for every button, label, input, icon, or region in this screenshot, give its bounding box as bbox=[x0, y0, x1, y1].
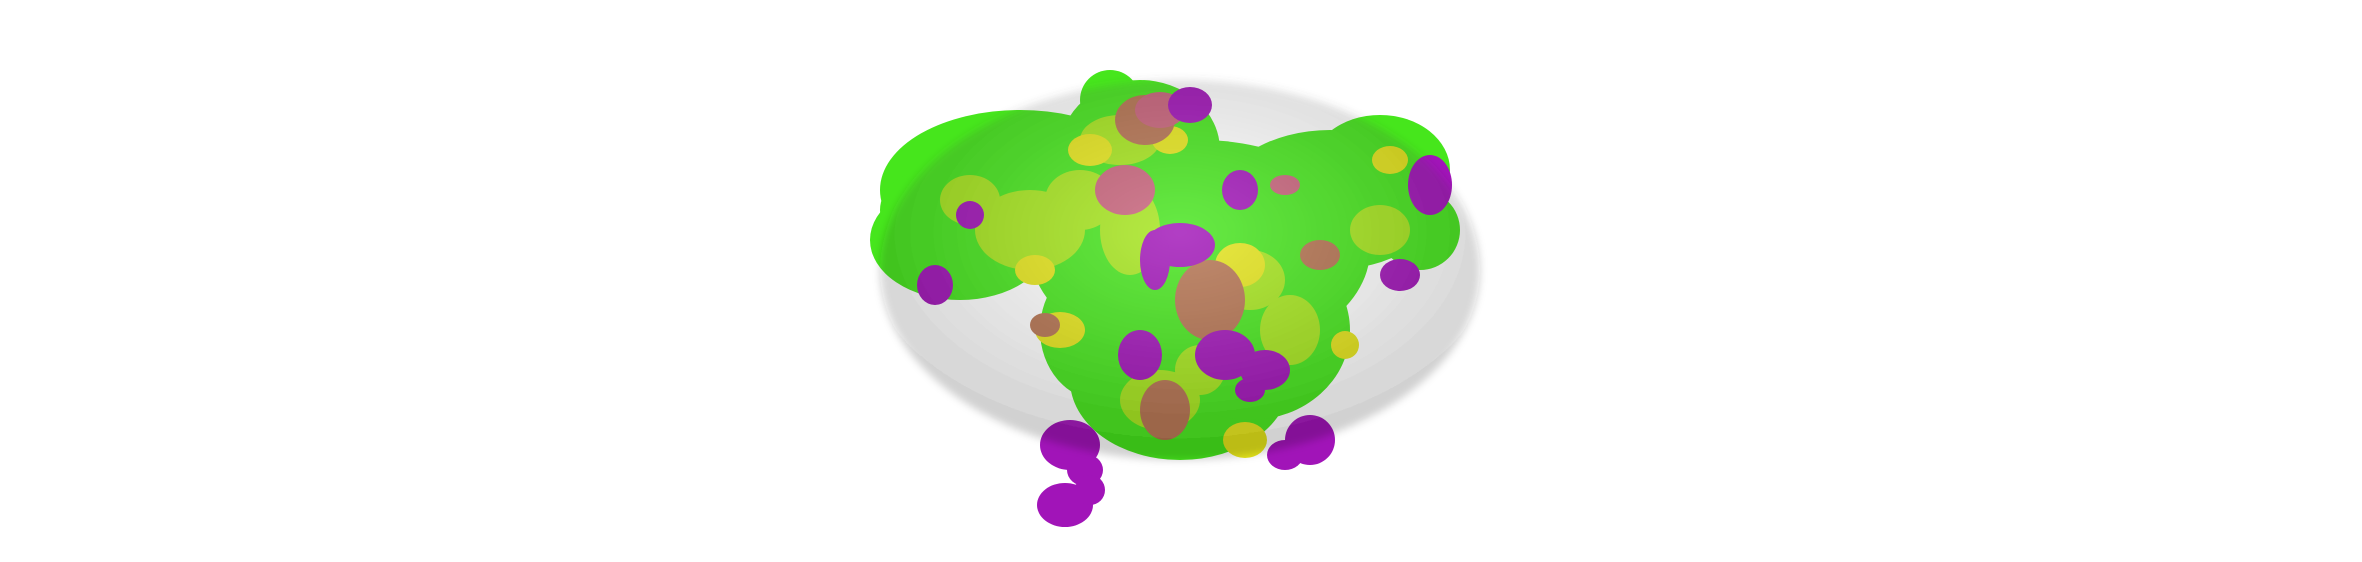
surface-blob bbox=[1075, 475, 1105, 505]
surface-shading bbox=[880, 80, 1480, 460]
